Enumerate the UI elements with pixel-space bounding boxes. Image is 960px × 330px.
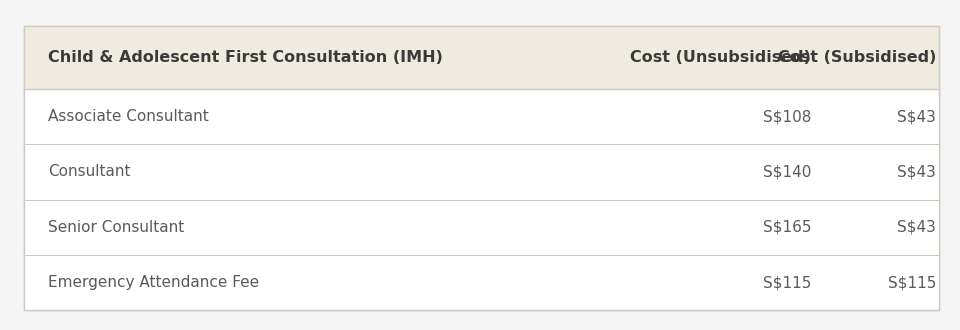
Text: Child & Adolescent First Consultation (IMH): Child & Adolescent First Consultation (I…	[48, 50, 443, 65]
Text: S$115: S$115	[763, 275, 811, 290]
Text: S$43: S$43	[898, 220, 936, 235]
Text: Consultant: Consultant	[48, 164, 131, 179]
Text: Cost (Subsidised): Cost (Subsidised)	[778, 50, 936, 65]
Text: S$140: S$140	[763, 164, 811, 179]
Text: Associate Consultant: Associate Consultant	[48, 109, 208, 124]
Text: Cost (Unsubsidised): Cost (Unsubsidised)	[631, 50, 811, 65]
Text: Emergency Attendance Fee: Emergency Attendance Fee	[48, 275, 259, 290]
Bar	[24, 26, 939, 310]
Bar	[24, 89, 939, 144]
Text: S$165: S$165	[762, 220, 811, 235]
Bar	[24, 26, 939, 89]
Text: Senior Consultant: Senior Consultant	[48, 220, 184, 235]
Bar	[24, 26, 939, 310]
Bar	[24, 200, 939, 255]
Text: S$108: S$108	[763, 109, 811, 124]
Text: S$115: S$115	[888, 275, 936, 290]
Bar	[24, 255, 939, 310]
Text: S$43: S$43	[898, 164, 936, 179]
Bar	[24, 144, 939, 200]
Text: S$43: S$43	[898, 109, 936, 124]
